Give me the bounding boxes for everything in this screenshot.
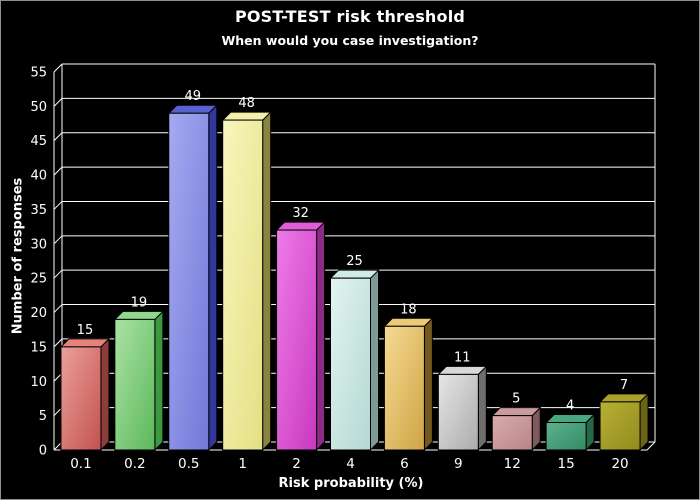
bar-side-face (423, 317, 433, 452)
y-axis-tick (53, 201, 63, 210)
x-tick-label: 12 (504, 456, 521, 472)
bar (168, 112, 210, 451)
y-tick-label: 25 (30, 272, 47, 287)
chart-subtitle: When would you case investigation? (221, 33, 479, 48)
bar-value-label: 18 (400, 302, 417, 317)
bar-top-face (221, 111, 272, 121)
bar-value-label: 49 (184, 89, 201, 104)
bar-top-face (598, 393, 650, 403)
x-tick-label: 20 (611, 456, 628, 472)
bar (437, 373, 479, 451)
bar-side-face (639, 392, 649, 452)
x-tick-label: 0.5 (178, 456, 199, 472)
bar-value-label: 15 (77, 323, 94, 338)
y-axis-tick (53, 269, 63, 279)
bar (222, 119, 264, 451)
y-tick-label: 0 (39, 444, 47, 459)
bar-value-label: 19 (131, 295, 148, 310)
y-tick-label: 45 (30, 134, 47, 149)
y-tick-label: 10 (30, 375, 47, 390)
y-tick-label: 30 (30, 237, 47, 252)
bar-top-face (329, 269, 380, 279)
x-tick-label: 6 (400, 456, 409, 472)
x-tick-label: 2 (292, 456, 301, 472)
x-tick-label: 4 (346, 456, 355, 472)
bar-top-face (544, 414, 596, 424)
y-tick-label: 35 (30, 203, 47, 218)
floor-corner-edge (646, 441, 656, 451)
bar-value-label: 7 (620, 378, 628, 393)
bar-side-face (477, 365, 487, 452)
y-axis-tick (53, 63, 63, 73)
y-axis-tick (53, 98, 63, 107)
bar-side-face (262, 110, 272, 452)
x-tick-label: 1 (238, 456, 247, 472)
x-tick-label: 9 (454, 456, 463, 472)
y-axis-tick (53, 338, 63, 348)
bar-top-face (383, 317, 434, 327)
bar (491, 415, 533, 451)
y-axis-tick (53, 166, 63, 176)
bar (60, 346, 102, 451)
y-tick-label: 50 (30, 100, 47, 115)
bar-value-label: 25 (346, 254, 363, 269)
x-tick-label: 0.2 (124, 456, 145, 472)
x-tick-label: 0.1 (70, 456, 91, 472)
y-tick-label: 5 (39, 409, 47, 424)
y-axis-tick (53, 132, 63, 142)
chart-title: POST-TEST risk threshold (234, 7, 466, 26)
bar (114, 318, 156, 451)
bar (276, 229, 318, 451)
y-tick-label: 55 (30, 66, 47, 81)
bar (545, 422, 587, 451)
bar (330, 277, 371, 451)
bar-side-face (316, 220, 326, 452)
bar (383, 325, 425, 451)
bar-value-label: 11 (454, 350, 471, 365)
bar-top-face (113, 310, 165, 320)
bar-top-face (437, 365, 488, 375)
bar-side-face (208, 104, 218, 452)
bar (599, 401, 641, 451)
bar-value-label: 48 (238, 96, 255, 111)
bar-top-face (491, 407, 542, 417)
y-tick-label: 40 (30, 169, 47, 184)
bar-top-face (275, 221, 326, 231)
bar-top-face (167, 104, 218, 114)
x-tick-label: 15 (558, 456, 575, 472)
bar-top-face (59, 338, 111, 348)
bar-side-face (370, 268, 379, 452)
bar-value-label: 32 (292, 206, 309, 221)
bar-value-label: 4 (566, 399, 574, 414)
x-axis-title: Risk probability (%) (278, 476, 424, 491)
y-axis-tick (53, 235, 63, 245)
y-tick-label: 15 (30, 340, 47, 355)
bar-side-face (154, 310, 164, 452)
y-axis-tick (53, 304, 63, 313)
y-tick-label: 20 (30, 306, 47, 321)
bar-side-face (100, 337, 110, 452)
bar-value-label: 5 (512, 392, 520, 407)
